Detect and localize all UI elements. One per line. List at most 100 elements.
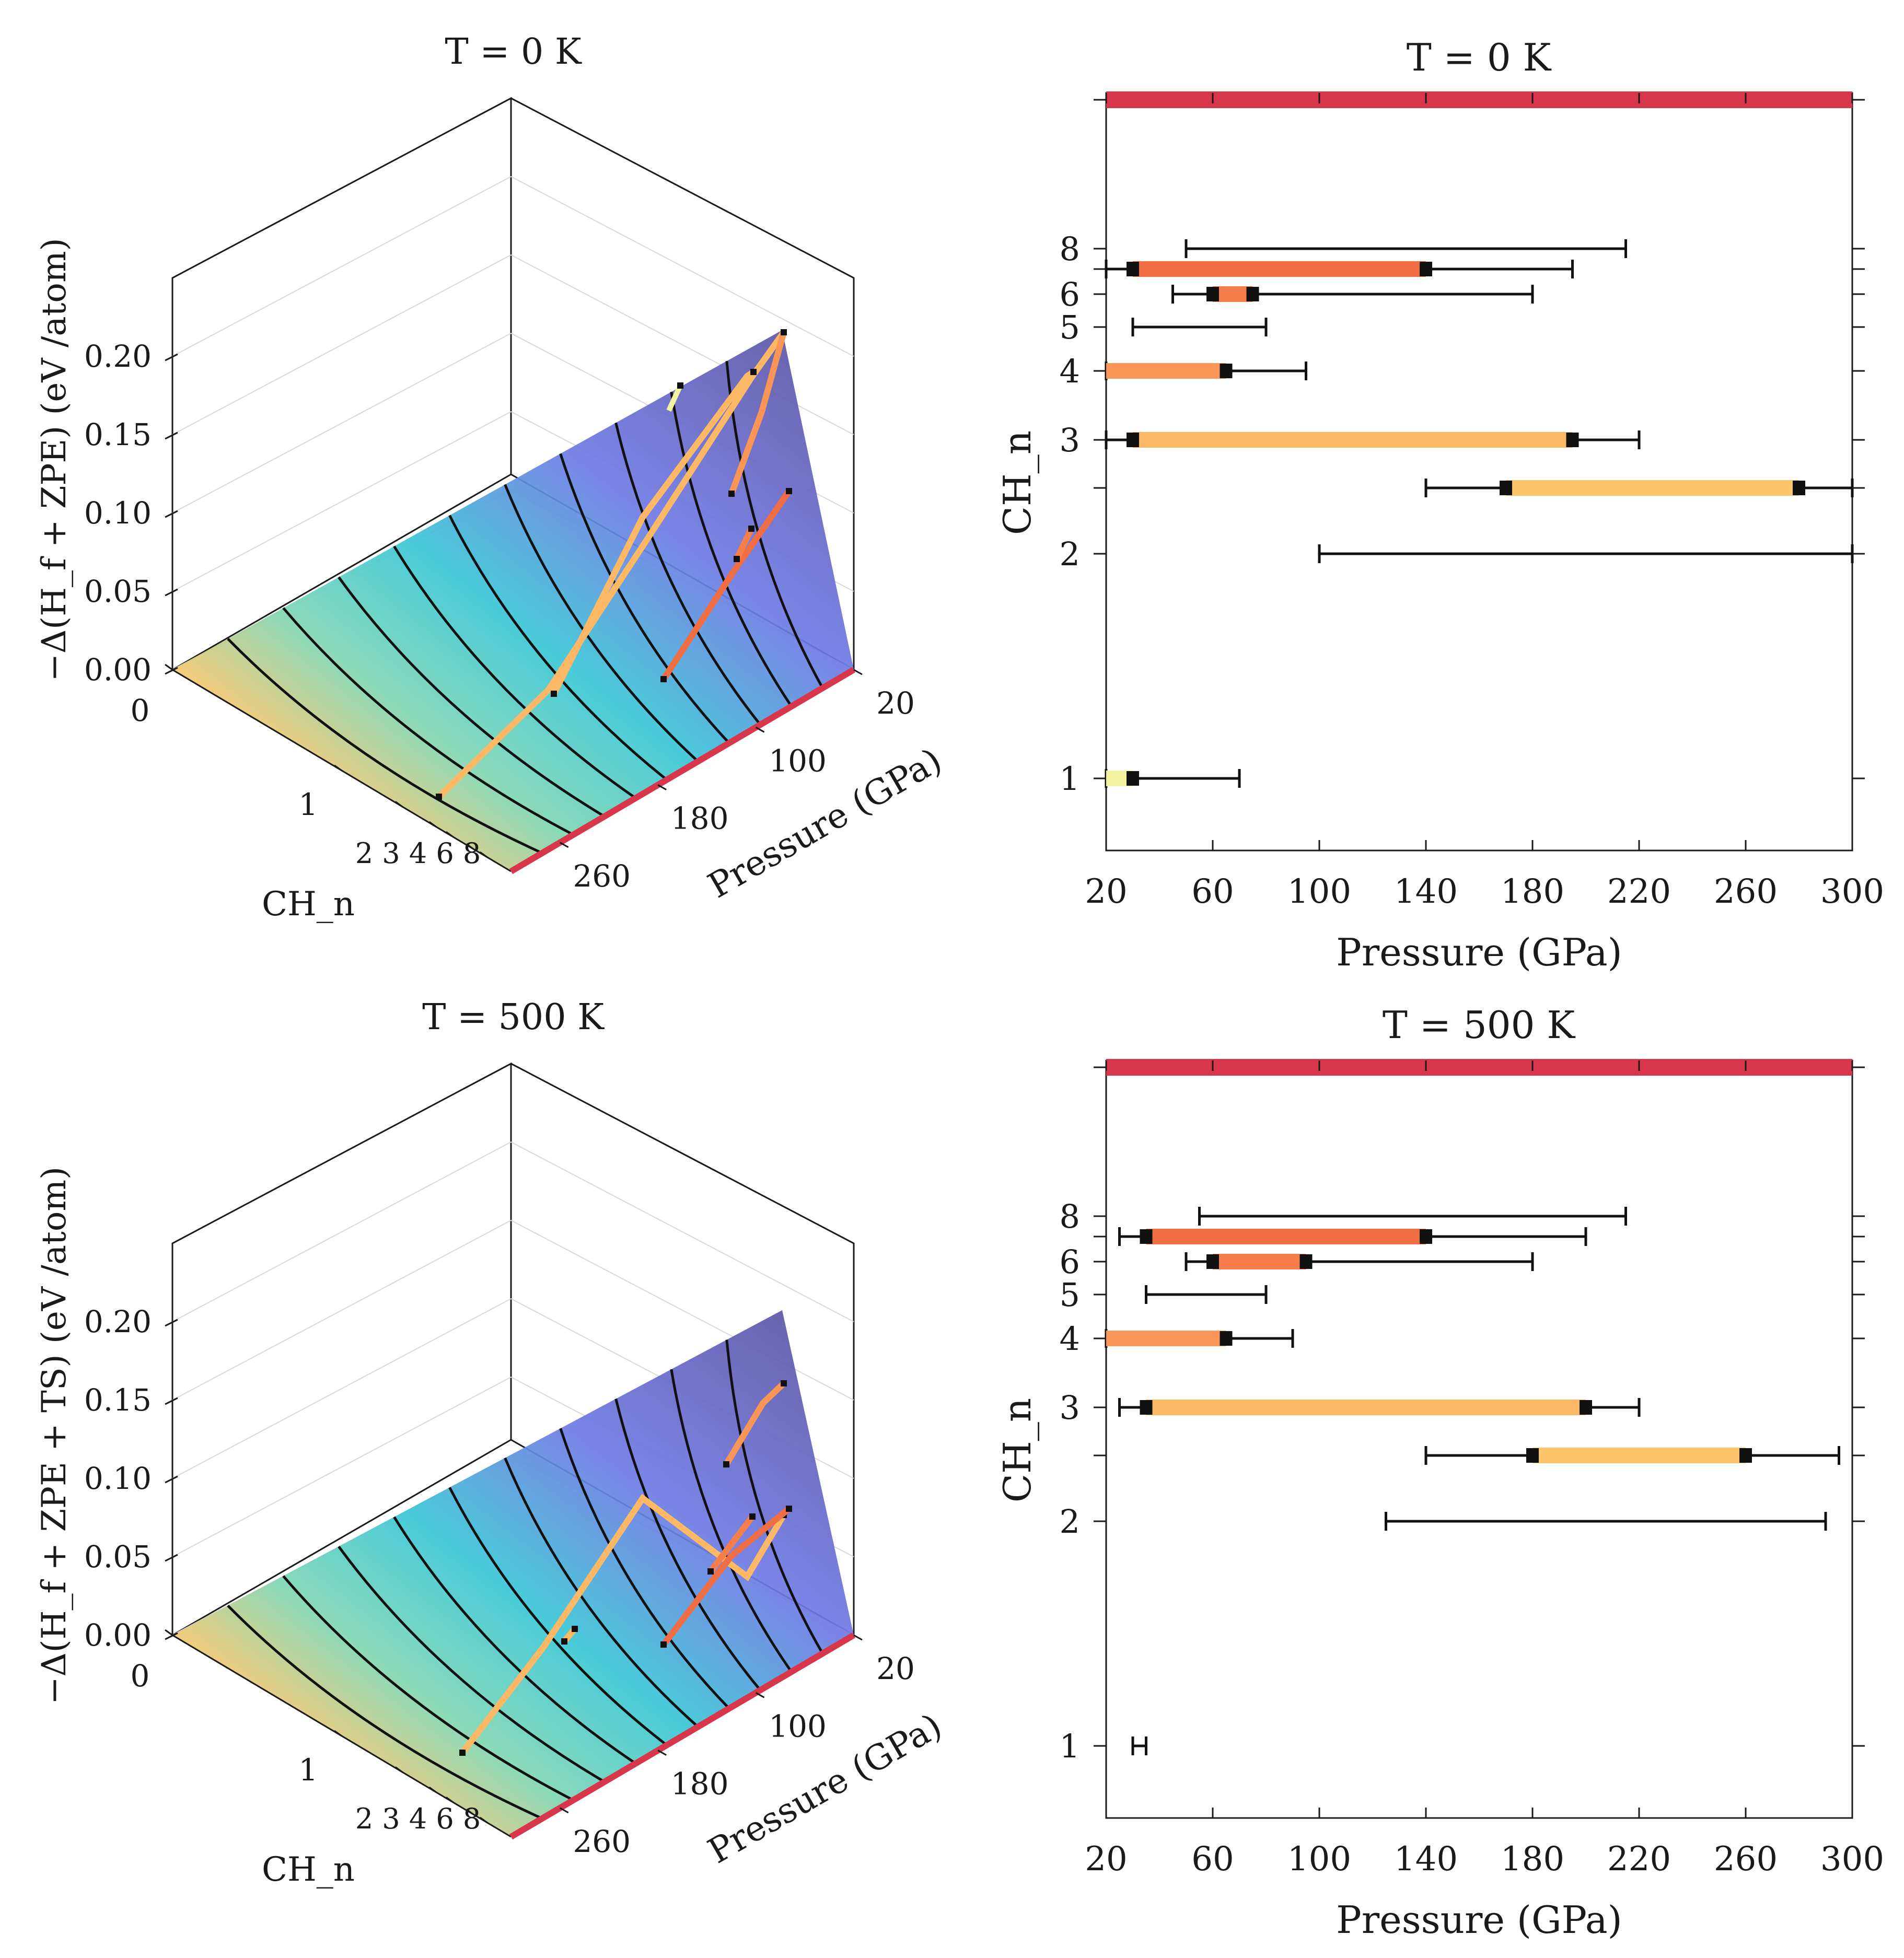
stable-range-bar xyxy=(1146,1229,1426,1244)
phase-trace xyxy=(660,488,792,682)
z-tick xyxy=(165,510,178,518)
trace-endpoint xyxy=(781,1380,787,1386)
stable-range-bar xyxy=(1106,1059,1852,1076)
x-ticks-t0: 20 60 100 140 180 220 260 300 xyxy=(1085,93,1884,911)
trace-endpoint xyxy=(459,1750,466,1756)
pressure-tick-label: 100 xyxy=(769,743,827,778)
stable-range-bar xyxy=(1106,1331,1226,1346)
stable-range-bar xyxy=(1146,1400,1586,1415)
ch-tick xyxy=(445,1797,454,1803)
hull-contour xyxy=(670,391,793,707)
x-tick-label: 300 xyxy=(1820,1840,1884,1879)
back-pane-left xyxy=(171,97,512,670)
pressure-tick xyxy=(755,726,765,733)
ch-tick xyxy=(479,851,488,858)
pressure-tick-label: 20 xyxy=(876,1651,915,1686)
phase-trace xyxy=(707,1513,756,1575)
trace-endpoint xyxy=(572,1626,578,1632)
range-marker xyxy=(1566,433,1579,447)
y-tick-label: 8 xyxy=(1060,230,1080,268)
stable-range-bar xyxy=(1133,261,1426,277)
z-tick xyxy=(165,1319,178,1327)
z-tick xyxy=(165,588,178,597)
range-bars-t0 xyxy=(1105,91,1854,788)
range-y-label-t0: CH_n xyxy=(995,430,1039,535)
range-marker xyxy=(1127,771,1139,786)
phase-trace xyxy=(436,329,787,800)
range-bars-t500 xyxy=(1105,1059,1852,1755)
range-marker xyxy=(1127,433,1139,447)
range-marker xyxy=(1220,364,1233,378)
range-marker xyxy=(1580,1400,1592,1415)
range-marker xyxy=(1299,1254,1313,1269)
z-gridline xyxy=(172,254,512,435)
z-tick-label: 0.10 xyxy=(84,1461,152,1496)
phase-trace xyxy=(734,526,754,562)
y-tick-label: 2 xyxy=(1060,1502,1080,1541)
z-gridline xyxy=(510,176,854,357)
z-tick-label: 0.00 xyxy=(84,652,152,687)
range-y-label-t500: CH_n xyxy=(995,1398,1039,1502)
ch-tick-label: 0 xyxy=(131,1658,150,1694)
hull-contour xyxy=(559,1428,730,1710)
x-tick-label: 300 xyxy=(1820,872,1884,911)
range-title-t0: T = 0 K xyxy=(1407,36,1552,79)
x-tick-label: 20 xyxy=(1085,872,1127,911)
pressure-tick xyxy=(559,842,569,848)
z-gridline xyxy=(510,1141,854,1322)
back-pane-right xyxy=(510,1063,855,1635)
phase-trace xyxy=(459,1494,787,1756)
z-tick-label: 0.15 xyxy=(84,1382,152,1418)
hull-contour xyxy=(338,576,606,818)
z-tick xyxy=(165,432,178,440)
trace-endpoint xyxy=(728,491,735,497)
stable-range-bar xyxy=(1213,286,1253,302)
trace-endpoint xyxy=(660,676,667,682)
x-tick-label: 180 xyxy=(1501,872,1564,911)
trace-endpoint xyxy=(551,691,557,697)
z-tick-label: 0.05 xyxy=(84,1539,152,1575)
hull-contour xyxy=(393,545,636,799)
surface-plot-t0: T = 0 K 0.00 0.05 0.10 0.15 0.20 0 1 2 3 4 6 8… xyxy=(35,31,948,924)
y-tick-label: 1 xyxy=(1060,1727,1080,1765)
pressure-ticks-t0: 20 100 180 260 xyxy=(559,669,915,894)
phase-trace xyxy=(723,1380,787,1467)
x-tick-label: 100 xyxy=(1287,1840,1351,1879)
back-pane-left xyxy=(171,1062,512,1635)
range-plot-t500: T = 500 K 20 60 100 140 180 220 260 300 1 2 3 4 56 8… xyxy=(995,1003,1884,1942)
hull-contour xyxy=(282,607,574,836)
ch-tick-label-group: 2 3 4 6 8 xyxy=(355,1802,481,1835)
trace-endpoint xyxy=(748,526,754,532)
trace-endpoint xyxy=(707,1568,714,1575)
stable-range-bar xyxy=(1213,1254,1306,1269)
ch-axis-label-t500: CH_n xyxy=(262,1850,355,1889)
range-marker xyxy=(1500,481,1512,495)
trace-endpoint xyxy=(786,1506,792,1512)
z-tick-label: 0.20 xyxy=(84,1304,152,1339)
trace-endpoint xyxy=(660,1641,667,1648)
ch-ticks-t500: 0 1 2 3 4 6 8 xyxy=(131,1629,488,1835)
z-tick-label: 0.20 xyxy=(84,339,152,374)
pressure-tick xyxy=(657,784,667,790)
y-tick-label: 6 xyxy=(1060,275,1080,313)
pressure-tick xyxy=(853,1634,863,1641)
hull-contour xyxy=(614,422,762,726)
hull-contour xyxy=(227,638,543,855)
x-tick-label: 100 xyxy=(1287,872,1351,911)
trace-endpoint xyxy=(749,1513,756,1520)
z-tick xyxy=(165,1554,178,1562)
z-tick-label: 0.00 xyxy=(84,1617,152,1653)
range-marker xyxy=(1220,1331,1233,1346)
x-ticks-t500: 20 60 100 140 180 220 260 300 xyxy=(1085,1060,1884,1879)
hull-contour xyxy=(670,1369,793,1673)
ch-ticks-t0: 0 1 2 3 4 6 8 xyxy=(131,663,488,870)
hull-contour xyxy=(725,1339,824,1654)
trace-endpoint xyxy=(561,1638,567,1645)
hull-contour xyxy=(448,1487,668,1746)
z-gridline xyxy=(172,333,512,514)
z-gridline xyxy=(172,1377,512,1557)
trace-endpoint xyxy=(677,382,683,389)
x-tick-label: 140 xyxy=(1394,1840,1458,1879)
front-edge-pressure xyxy=(509,667,856,875)
